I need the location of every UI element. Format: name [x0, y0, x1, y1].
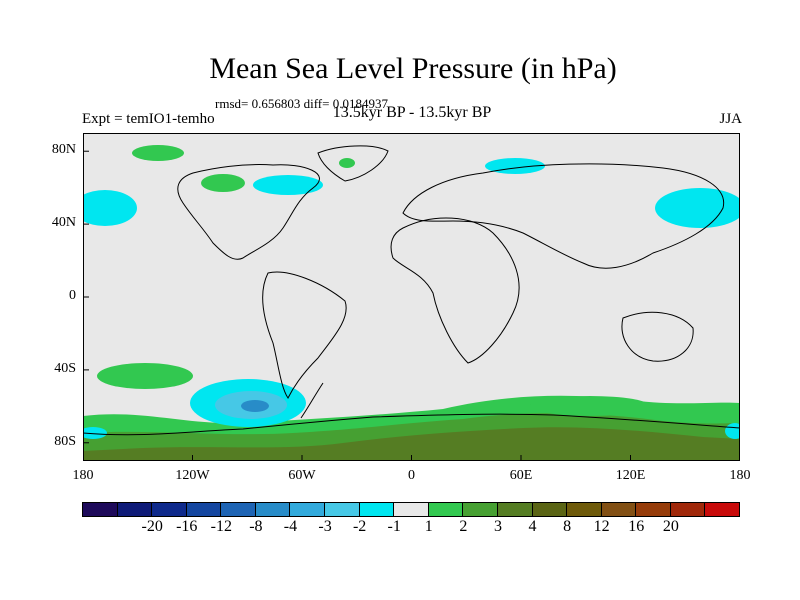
- south-pacific-negative-center: [241, 400, 269, 412]
- colorbar-label: -20: [141, 518, 163, 535]
- australia-coast: [621, 311, 694, 362]
- greenland-coast: [317, 145, 389, 182]
- colorbar-swatch: [116, 502, 153, 517]
- south-america-coast: [262, 271, 347, 399]
- colorbar-swatch: [704, 502, 740, 517]
- colorbar-label: -1: [387, 518, 401, 535]
- colorbar-swatch: [220, 502, 256, 517]
- colorbar-swatch: [393, 502, 429, 517]
- siberia-negative-anomaly: [655, 188, 740, 228]
- lat-tick-label: 40S: [54, 360, 76, 376]
- plot-title: Mean Sea Level Pressure (in hPa): [209, 52, 617, 85]
- lon-tick-label: 0: [408, 468, 415, 483]
- colorbar-label: -2: [352, 518, 367, 535]
- colorbar-label: 1: [424, 518, 433, 535]
- labrador-negative-anomaly: [253, 175, 323, 195]
- colorbar-label: -4: [283, 518, 298, 535]
- stats-line: rmsd= 0.656803 diff= 0.0184937: [215, 96, 388, 111]
- colorbar-label: 8: [563, 518, 572, 535]
- colorbar-label: -12: [210, 518, 232, 535]
- colorbar: [82, 502, 740, 517]
- lat-tick-label: 0: [69, 288, 76, 303]
- colorbar-swatch: [254, 502, 291, 517]
- colorbar-swatch: [600, 502, 637, 517]
- colorbar-swatch: [635, 502, 671, 517]
- colorbar-label: 4: [528, 518, 537, 535]
- colorbar-label: 2: [459, 518, 468, 535]
- colorbar-swatch: [324, 502, 360, 517]
- antarctic-peninsula: [300, 382, 324, 419]
- colorbar-label: 20: [662, 518, 679, 535]
- lon-tick-label: 180: [729, 468, 751, 483]
- colorbar-label: 3: [493, 518, 502, 535]
- colorbar-label: 12: [593, 518, 610, 535]
- colorbar-swatch: [82, 502, 118, 517]
- south-west-negative-anomaly: [83, 427, 107, 439]
- colorbar-swatch: [427, 502, 464, 517]
- arctic-positive-anomaly: [132, 145, 184, 161]
- lat-tick-label: 40N: [51, 215, 76, 231]
- hudson-positive-anomaly: [201, 174, 245, 192]
- eurasia-coast: [402, 163, 725, 269]
- colorbar-swatch: [289, 502, 326, 517]
- lon-tick-label: 120W: [175, 468, 210, 483]
- lon-tick-label: 120E: [615, 468, 646, 483]
- south-atlantic-positive-anomaly: [530, 396, 650, 416]
- colorbar-label: -8: [249, 518, 263, 535]
- antarctica-coast: [83, 413, 740, 436]
- north-pacific-negative-anomaly: [83, 190, 137, 226]
- lon-tick-label: 60W: [288, 468, 316, 483]
- colorbar-swatch: [531, 502, 568, 517]
- antarctic-core-positive-anomaly: [83, 427, 740, 461]
- colorbar-label: -3: [318, 518, 332, 535]
- colorbar-swatch: [462, 502, 498, 517]
- colorbar-swatch: [669, 502, 706, 517]
- tick-layer: [83, 150, 740, 461]
- center-subtitle: 13.5kyr BP - 13.5kyr BP: [332, 104, 492, 121]
- north-america-coast: [177, 164, 320, 260]
- lat-tick-label: 80S: [54, 433, 76, 449]
- coastlines: [83, 145, 740, 436]
- colorbar-swatch: [496, 502, 533, 517]
- africa-coast: [390, 217, 520, 364]
- colorbar-swatch: [151, 502, 187, 517]
- south-pacific-positive-anomaly: [97, 363, 193, 389]
- colorbar-label: -16: [176, 518, 198, 535]
- experiment-label: Expt = temIO1-temho: [82, 111, 215, 127]
- colorbar-swatch: [358, 502, 395, 517]
- greenland-positive-anomaly: [339, 158, 355, 168]
- map-panel: [83, 133, 740, 461]
- colorbar-swatch: [566, 502, 602, 517]
- lat-tick-label: 80N: [51, 142, 76, 158]
- colorbar-label: 16: [628, 518, 645, 535]
- lon-tick-label: 60E: [509, 468, 533, 483]
- season-label: JJA: [719, 111, 742, 127]
- map-canvas: [83, 133, 740, 461]
- colorbar-swatch: [185, 502, 222, 517]
- anomaly-fill-layer: [83, 145, 740, 461]
- lon-tick-label: 180: [72, 468, 94, 483]
